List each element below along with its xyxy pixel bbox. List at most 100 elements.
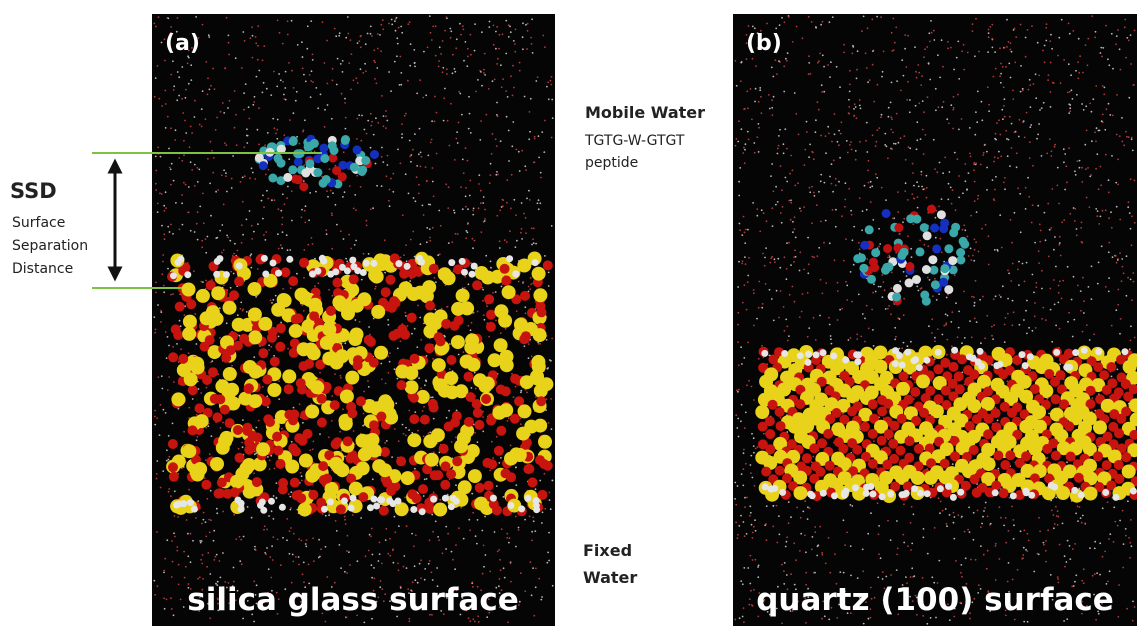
water-atom bbox=[413, 49, 415, 51]
water-atom bbox=[246, 128, 248, 130]
water-atom bbox=[957, 336, 959, 338]
water-atom bbox=[258, 144, 260, 146]
water-atom bbox=[523, 213, 525, 215]
water-atom bbox=[460, 186, 462, 188]
water-atom bbox=[520, 392, 522, 394]
water-atom bbox=[1064, 153, 1066, 155]
water-atom bbox=[280, 244, 282, 246]
water-atom bbox=[510, 75, 512, 77]
water-atom bbox=[526, 392, 528, 394]
water-atom bbox=[802, 511, 804, 513]
water-atom bbox=[999, 75, 1001, 77]
water-atom bbox=[999, 214, 1001, 216]
water-atom bbox=[394, 516, 396, 518]
water-atom bbox=[1116, 262, 1118, 264]
water-atom bbox=[197, 578, 199, 580]
water-atom bbox=[267, 456, 269, 458]
water-atom bbox=[454, 71, 456, 73]
water-atom bbox=[955, 209, 957, 211]
water-atom bbox=[270, 346, 272, 348]
water-atom bbox=[176, 99, 178, 101]
water-atom bbox=[766, 220, 768, 222]
water-atom bbox=[221, 174, 223, 176]
water-atom bbox=[1072, 30, 1074, 32]
water-atom bbox=[876, 16, 878, 18]
water-atom bbox=[773, 320, 775, 322]
water-atom bbox=[1079, 167, 1081, 169]
water-atom bbox=[816, 255, 818, 257]
water-atom bbox=[537, 202, 539, 204]
water-atom bbox=[776, 542, 778, 544]
water-atom bbox=[497, 551, 499, 553]
water-atom bbox=[522, 36, 524, 38]
water-atom bbox=[433, 196, 435, 198]
water-atom bbox=[1121, 258, 1123, 260]
water-atom bbox=[1130, 34, 1132, 36]
water-atom bbox=[738, 364, 740, 366]
water-atom bbox=[175, 202, 177, 204]
water-atom bbox=[1032, 165, 1034, 167]
oxygen-atom bbox=[407, 313, 417, 323]
water-atom bbox=[201, 126, 203, 128]
water-atom bbox=[282, 231, 284, 233]
water-atom bbox=[302, 573, 304, 575]
water-atom bbox=[897, 211, 899, 213]
water-atom bbox=[383, 125, 385, 127]
water-atom bbox=[437, 254, 439, 256]
water-atom bbox=[910, 549, 912, 551]
water-atom bbox=[506, 179, 508, 181]
water-atom bbox=[534, 136, 536, 138]
water-atom bbox=[304, 222, 306, 224]
hydrogen-atom bbox=[344, 267, 351, 274]
water-atom bbox=[1094, 37, 1096, 39]
water-atom bbox=[382, 28, 384, 30]
water-atom bbox=[771, 207, 773, 209]
water-atom bbox=[790, 202, 792, 204]
silicon-atom bbox=[407, 433, 421, 447]
water-atom bbox=[290, 491, 292, 493]
water-atom bbox=[155, 170, 157, 172]
water-atom bbox=[312, 54, 314, 56]
water-atom bbox=[272, 299, 274, 301]
silicon-atom bbox=[215, 379, 229, 393]
water-atom bbox=[815, 26, 817, 28]
water-atom bbox=[1103, 94, 1105, 96]
water-atom bbox=[525, 232, 527, 234]
water-atom bbox=[194, 116, 196, 118]
water-atom bbox=[344, 98, 346, 100]
water-atom bbox=[757, 576, 759, 578]
water-atom bbox=[336, 84, 338, 86]
water-atom bbox=[1100, 184, 1102, 186]
peptide-atom bbox=[328, 141, 337, 150]
water-atom bbox=[467, 223, 469, 225]
water-atom bbox=[1119, 333, 1121, 335]
water-atom bbox=[987, 516, 989, 518]
water-atom bbox=[915, 71, 917, 73]
water-atom bbox=[1116, 206, 1118, 208]
water-atom bbox=[209, 453, 211, 455]
water-atom bbox=[1048, 256, 1050, 258]
water-atom bbox=[970, 215, 972, 217]
water-atom bbox=[292, 561, 294, 563]
water-atom bbox=[879, 243, 881, 245]
water-atom bbox=[829, 242, 831, 244]
water-atom bbox=[196, 223, 198, 225]
water-atom bbox=[268, 169, 270, 171]
water-atom bbox=[551, 137, 553, 139]
water-atom bbox=[974, 249, 976, 251]
water-atom bbox=[745, 463, 747, 465]
silicon-atom bbox=[211, 286, 225, 300]
hydrogen-atom bbox=[268, 498, 275, 505]
water-atom bbox=[825, 135, 827, 137]
water-atom bbox=[1076, 228, 1078, 230]
water-atom bbox=[540, 177, 542, 179]
water-atom bbox=[551, 428, 553, 430]
water-atom bbox=[877, 84, 879, 86]
water-atom bbox=[214, 88, 216, 90]
water-atom bbox=[543, 151, 545, 153]
water-atom bbox=[363, 413, 365, 415]
water-atom bbox=[913, 198, 915, 200]
water-atom bbox=[400, 84, 402, 86]
water-atom bbox=[207, 425, 209, 427]
water-atom bbox=[269, 556, 271, 558]
